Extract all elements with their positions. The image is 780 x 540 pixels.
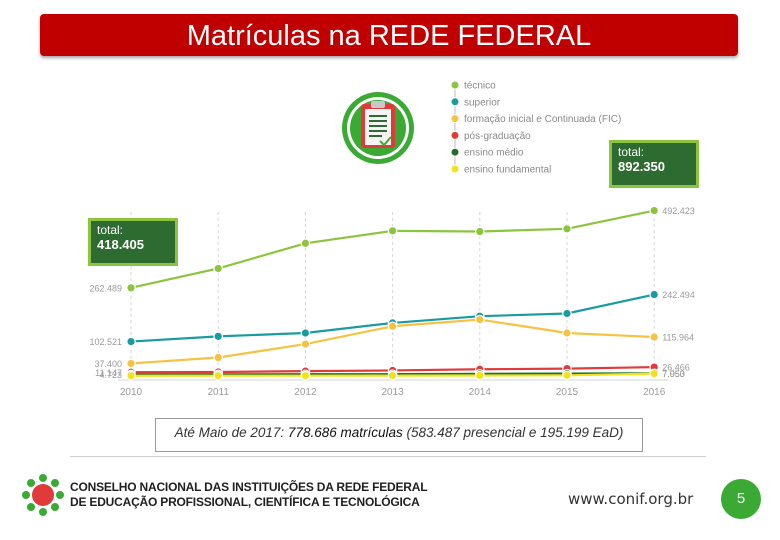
end-value-label: 115.964 (662, 333, 694, 343)
org-line-2: DE EDUCAÇÃO PROFISSIONAL, CIENTÍFICA E T… (70, 495, 420, 509)
data-point (213, 331, 223, 342)
note-prefix: Até Maio de 2017: (174, 425, 288, 440)
legend-marker (450, 97, 460, 107)
chart-grid (118, 212, 668, 381)
total-right-label: total: (618, 145, 645, 159)
x-tick-label: 2010 (120, 387, 143, 398)
data-point (213, 263, 223, 274)
data-point (300, 339, 311, 349)
note-text: Até Maio de 2017: 778.686 matrículas (58… (156, 423, 642, 442)
data-point (213, 370, 223, 381)
start-value-label: 4.723 (99, 370, 122, 380)
legend-marker (450, 80, 460, 90)
data-point (126, 370, 136, 381)
x-tick-label: 2013 (381, 387, 404, 398)
data-point (474, 226, 485, 237)
data-point (649, 205, 659, 216)
data-point (126, 283, 136, 293)
data-point (562, 370, 572, 381)
end-value-label: 7.950 (662, 369, 685, 379)
data-point (126, 336, 136, 347)
note-box: Até Maio de 2017: 778.686 matrículas (58… (155, 418, 643, 452)
x-tick-label: 2012 (294, 387, 317, 398)
data-point (562, 328, 572, 338)
website-url[interactable]: www.conif.org.br (568, 490, 694, 508)
data-point (300, 370, 311, 381)
legend-label: ensino médio (464, 148, 524, 159)
conif-logo-icon (22, 474, 64, 516)
data-point (562, 224, 572, 234)
data-point (649, 332, 659, 342)
clipboard-icon (342, 92, 414, 164)
data-point (300, 238, 311, 249)
start-value-label: 262.489 (89, 283, 122, 293)
footer-divider (70, 456, 706, 457)
legend-label: superior (464, 97, 501, 108)
legend-marker (450, 164, 460, 174)
data-point (213, 352, 223, 363)
x-tick-label: 2014 (469, 387, 492, 398)
end-value-label: 492.423 (662, 206, 695, 216)
x-tick-label: 2011 (207, 387, 229, 398)
organization-name: CONSELHO NACIONAL DAS INSTITUIÇÕES DA RE… (70, 480, 428, 510)
data-point (126, 358, 136, 369)
legend-label: técnico (464, 81, 496, 92)
data-point (562, 308, 572, 319)
data-point (649, 289, 659, 300)
end-value-label: 7.053 (662, 369, 685, 379)
data-point (387, 370, 398, 381)
org-line-1: CONSELHO NACIONAL DAS INSTITUIÇÕES DA RE… (70, 480, 428, 494)
data-point (387, 321, 398, 332)
data-point (474, 370, 485, 381)
page-number: 5 (721, 479, 761, 519)
data-point (300, 328, 311, 338)
legend-label: pós-graduação (464, 131, 531, 142)
legend-label: formação inicial e Continuada (FIC) (464, 114, 621, 125)
legend-marker (450, 147, 460, 157)
data-point (649, 368, 659, 379)
end-value-label: 26.466 (662, 363, 690, 373)
start-value-label: 102.521 (89, 337, 122, 347)
total-left-value: 418.405 (97, 237, 144, 252)
total-box-left: total: 418.405 (88, 218, 178, 266)
legend-marker (450, 130, 460, 140)
start-value-label: 11.147 (95, 368, 122, 378)
x-tick-label: 2016 (643, 387, 666, 398)
title-bar: Matrículas na REDE FEDERAL (40, 14, 738, 56)
start-value-label: 37.400 (94, 359, 122, 369)
data-point (474, 314, 485, 325)
x-axis-ticks: 2010 2011 2012 2013 2014 2015 2016 (120, 387, 666, 398)
total-box-right: total: 892.350 (609, 140, 699, 188)
chart-legend: técnico superior formação inicial e Contin… (450, 80, 621, 176)
note-suffix: (583.487 presencial e 195.199 EaD) (402, 425, 624, 440)
data-point (387, 226, 398, 236)
x-tick-label: 2015 (556, 387, 579, 398)
end-value-label: 242.494 (662, 290, 695, 300)
legend-marker (450, 114, 460, 124)
chart-series: 262.489 492.423 102.521 242.494 37.400 115.96… (89, 205, 695, 381)
total-left-label: total: (97, 223, 124, 237)
total-right-value: 892.350 (618, 159, 665, 174)
page-title: Matrículas na REDE FEDERAL (186, 20, 592, 52)
note-highlight: 778.686 matrículas (287, 425, 403, 440)
legend-label: ensino fundamental (464, 165, 551, 176)
